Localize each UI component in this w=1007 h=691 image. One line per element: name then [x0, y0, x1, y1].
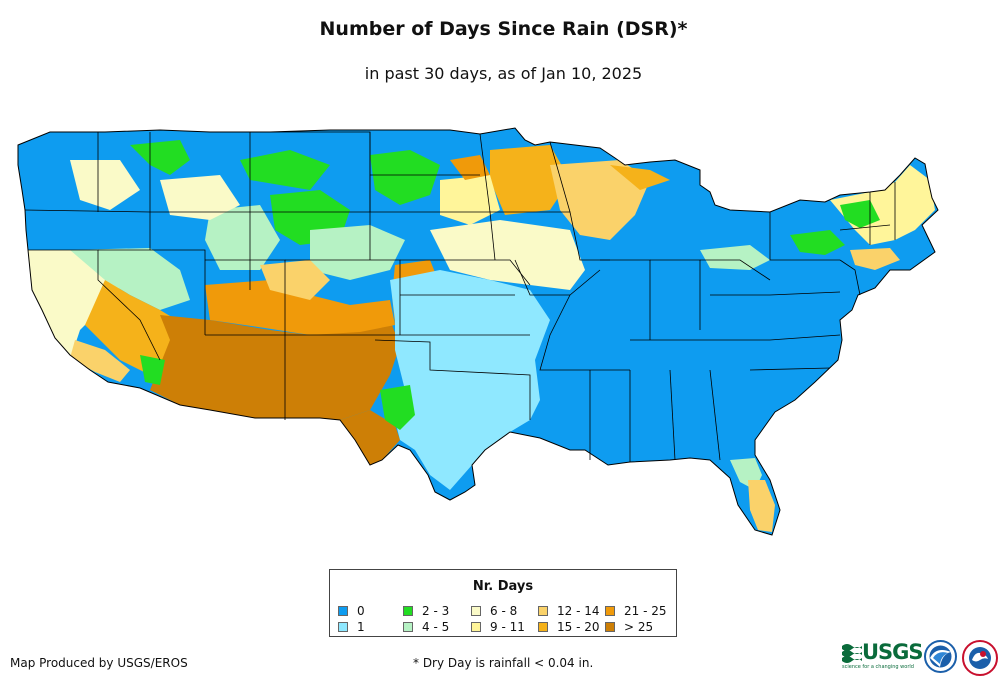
dsr-map [17, 127, 939, 536]
map-title: Number of Days Since Rain (DSR)* [319, 18, 688, 40]
legend-swatch [471, 622, 481, 632]
legend-swatch [403, 622, 413, 632]
legend-item-7: 15 - 20 [538, 620, 600, 634]
nws-logo-icon [962, 640, 998, 676]
legend-swatch [338, 606, 348, 616]
legend-item-6: 12 - 14 [538, 604, 600, 618]
legend-item-3: 4 - 5 [403, 620, 449, 634]
legend-item-2: 2 - 3 [403, 604, 449, 618]
legend-title: Nr. Days [472, 579, 534, 594]
legend-item-5: 9 - 11 [471, 620, 525, 634]
usgs-wave-icon [842, 644, 862, 663]
legend-swatch [605, 622, 615, 632]
usgs-logo: USGS science for a changing world [842, 640, 924, 670]
state-borders [17, 127, 939, 536]
legend-swatch [538, 606, 548, 616]
legend-swatch [471, 606, 481, 616]
legend-swatch [338, 622, 348, 632]
legend-item-1: 1 [338, 620, 365, 634]
legend-swatch [403, 606, 413, 616]
legend-item-4: 6 - 8 [471, 604, 517, 618]
legend-label: 0 [357, 604, 365, 618]
dry-day-footnote: * Dry Day is rainfall < 0.04 in. [413, 656, 594, 670]
map-subtitle: in past 30 days, as of Jan 10, 2025 [364, 64, 643, 83]
noaa-logo-icon [924, 640, 957, 673]
producer-credit: Map Produced by USGS/EROS [10, 656, 188, 670]
usgs-wordmark: USGS [862, 640, 924, 664]
legend-label: 2 - 3 [422, 604, 450, 618]
legend-item-8: 21 - 25 [605, 604, 667, 618]
legend-item-0: 0 [338, 604, 365, 618]
legend-label: 15 - 20 [557, 620, 600, 634]
legend-label: 21 - 25 [624, 604, 667, 618]
legend-label: 6 - 8 [490, 604, 518, 618]
legend: Nr. Days 0 1 2 - 3 4 - 5 6 - 8 9 - 11 12… [329, 569, 677, 637]
legend-label: > 25 [624, 620, 654, 634]
dsr-color-regions [18, 128, 938, 535]
legend-label: 12 - 14 [557, 604, 600, 618]
legend-label: 1 [357, 620, 365, 634]
legend-label: 4 - 5 [422, 620, 450, 634]
usgs-tagline: science for a changing world [842, 664, 914, 670]
legend-swatch [605, 606, 615, 616]
legend-label: 9 - 11 [490, 620, 525, 634]
legend-item-9: > 25 [605, 620, 653, 634]
legend-swatch [538, 622, 548, 632]
